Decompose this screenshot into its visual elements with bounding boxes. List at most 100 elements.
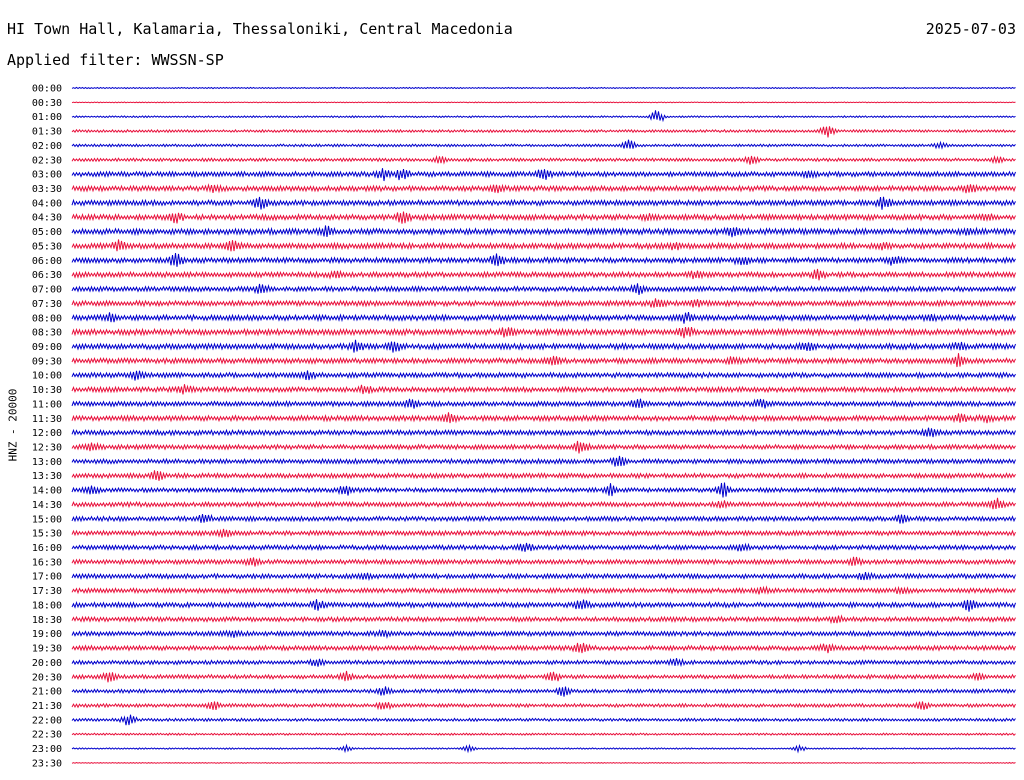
seismic-trace (71, 412, 1016, 424)
seismic-trace (71, 642, 1016, 654)
trace-time-label: 17:00 (32, 572, 62, 583)
seismic-trace (71, 239, 1016, 252)
trace-time-label: 22:30 (32, 730, 62, 741)
trace-time-label: 18:00 (32, 600, 62, 611)
date-label: 2025-07-03 (925, 20, 1016, 38)
seismic-trace (71, 101, 1016, 104)
trace-time-label: 11:00 (32, 399, 62, 410)
seismic-trace (71, 497, 1016, 510)
seismic-trace (71, 353, 1016, 368)
trace-time-label: 03:30 (32, 184, 62, 195)
trace-time-label: 14:30 (32, 500, 62, 511)
seismic-trace (71, 761, 1016, 764)
seismic-trace (71, 86, 1016, 90)
seismic-trace (71, 384, 1016, 395)
trace-time-label: 05:30 (32, 241, 62, 252)
seismic-trace (71, 339, 1016, 353)
trace-time-label: 13:30 (32, 471, 62, 482)
seismic-trace (71, 732, 1016, 737)
seismic-trace (71, 154, 1016, 165)
trace-time-label: 06:00 (32, 256, 62, 267)
seismic-trace (71, 513, 1016, 524)
seismic-trace (71, 556, 1016, 567)
seismic-trace (71, 370, 1016, 381)
filter-label: Applied filter: WWSSN-SP (7, 51, 224, 69)
trace-time-label: 12:00 (32, 428, 62, 439)
seismic-trace (71, 701, 1016, 711)
seismic-trace (71, 743, 1016, 754)
seismic-trace (71, 482, 1016, 498)
trace-time-label: 21:30 (32, 701, 62, 712)
seismic-trace (71, 398, 1016, 409)
trace-time-label: 01:30 (32, 127, 62, 138)
trace-time-label: 20:30 (32, 672, 62, 683)
trace-time-label: 15:00 (32, 514, 62, 525)
seismic-trace (71, 599, 1016, 612)
trace-time-label: 12:30 (32, 443, 62, 454)
trace-time-label: 16:30 (32, 557, 62, 568)
seismic-trace (71, 455, 1016, 467)
trace-time-label: 04:00 (32, 198, 62, 209)
trace-time-label: 10:30 (32, 385, 62, 396)
trace-time-label: 05:00 (32, 227, 62, 238)
trace-time-label: 02:30 (32, 155, 62, 166)
trace-time-label: 07:00 (32, 285, 62, 296)
seismic-trace (71, 183, 1016, 194)
trace-time-label: 00:30 (32, 98, 62, 109)
seismic-trace (71, 126, 1016, 138)
trace-time-label: 17:30 (32, 586, 62, 597)
seismic-trace (71, 571, 1016, 582)
trace-time-label: 01:00 (32, 112, 62, 123)
seismic-trace (71, 670, 1016, 683)
trace-time-label: 14:00 (32, 486, 62, 497)
seismic-trace (71, 283, 1016, 295)
seismic-trace (71, 253, 1016, 267)
seismic-trace (71, 312, 1016, 324)
seismic-trace (71, 528, 1016, 538)
trace-time-label: 23:30 (32, 758, 62, 769)
seismic-trace (71, 168, 1016, 182)
trace-time-label: 08:00 (32, 313, 62, 324)
trace-time-label: 10:00 (32, 371, 62, 382)
seismic-trace (71, 298, 1016, 308)
trace-time-label: 16:00 (32, 543, 62, 554)
seismic-trace (71, 326, 1016, 339)
trace-time-label: 23:00 (32, 744, 62, 755)
seismic-trace (71, 585, 1016, 596)
seismic-trace (71, 657, 1016, 668)
trace-time-label: 20:00 (32, 658, 62, 669)
trace-time-label: 06:30 (32, 270, 62, 281)
station-title: HI Town Hall, Kalamaria, Thessaloniki, C… (7, 20, 513, 38)
trace-time-label: 03:00 (32, 170, 62, 181)
seismic-trace (71, 211, 1016, 224)
trace-time-label: 18:30 (32, 615, 62, 626)
trace-time-label: 19:00 (32, 629, 62, 640)
seismic-trace (71, 714, 1016, 726)
seismic-trace (71, 614, 1016, 625)
seismic-trace (71, 427, 1016, 438)
trace-time-label: 21:00 (32, 687, 62, 698)
trace-time-label: 19:30 (32, 644, 62, 655)
seismic-trace (71, 440, 1016, 454)
trace-time-label: 04:30 (32, 213, 62, 224)
seismic-trace (71, 196, 1016, 210)
trace-time-label: 11:30 (32, 414, 62, 425)
seismic-trace (71, 268, 1016, 281)
seismic-trace (71, 110, 1016, 123)
seismic-trace (71, 225, 1016, 238)
seismic-trace (71, 686, 1016, 697)
trace-time-label: 22:00 (32, 715, 62, 726)
seismic-trace (71, 628, 1016, 639)
trace-time-label: 00:00 (32, 84, 62, 95)
trace-time-label: 09:30 (32, 356, 62, 367)
trace-time-label: 02:00 (32, 141, 62, 152)
seismic-trace (71, 542, 1016, 552)
trace-time-label: 15:30 (32, 529, 62, 540)
seismic-trace (71, 470, 1016, 481)
trace-time-label: 13:00 (32, 457, 62, 468)
trace-time-label: 08:30 (32, 328, 62, 339)
trace-time-label: 09:00 (32, 342, 62, 353)
seismic-trace (71, 139, 1016, 150)
trace-time-label: 07:30 (32, 299, 62, 310)
